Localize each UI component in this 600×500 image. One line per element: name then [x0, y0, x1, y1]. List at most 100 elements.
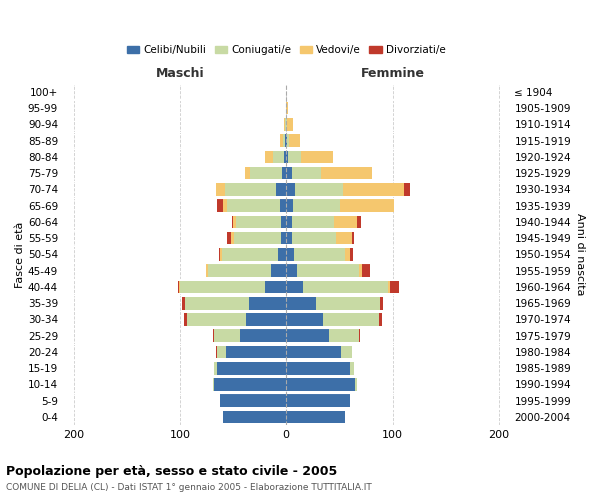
Bar — [286, 280, 303, 293]
Bar — [217, 362, 286, 374]
Bar — [391, 280, 399, 293]
Bar — [182, 297, 185, 310]
Bar — [287, 118, 293, 130]
Bar — [217, 346, 226, 358]
Bar — [334, 216, 358, 228]
Bar — [223, 200, 227, 212]
Bar — [352, 232, 354, 244]
Bar — [282, 167, 286, 179]
Bar — [234, 232, 281, 244]
Bar — [226, 346, 286, 358]
Text: Maschi: Maschi — [155, 68, 204, 80]
Bar — [350, 362, 354, 374]
Y-axis label: Fasce di età: Fasce di età — [15, 221, 25, 288]
Bar — [358, 216, 361, 228]
Bar — [286, 150, 289, 163]
Text: COMUNE DI DELIA (CL) - Dati ISTAT 1° gennaio 2005 - Elaborazione TUTTITALIA.IT: COMUNE DI DELIA (CL) - Dati ISTAT 1° gen… — [6, 484, 372, 492]
Bar — [217, 200, 223, 212]
Bar — [286, 378, 355, 391]
Bar — [280, 134, 283, 147]
Bar — [233, 216, 236, 228]
Bar — [292, 216, 334, 228]
Bar — [227, 232, 231, 244]
Bar — [303, 280, 388, 293]
Bar — [286, 264, 297, 277]
Bar — [289, 150, 301, 163]
Bar — [359, 264, 362, 277]
Y-axis label: Anni di nascita: Anni di nascita — [575, 213, 585, 296]
Bar — [286, 200, 293, 212]
Bar — [286, 346, 341, 358]
Bar — [231, 232, 234, 244]
Bar — [380, 297, 383, 310]
Bar — [286, 167, 292, 179]
Bar — [214, 378, 286, 391]
Bar — [286, 216, 292, 228]
Bar — [249, 297, 286, 310]
Bar — [286, 118, 287, 130]
Bar — [295, 183, 343, 196]
Bar — [265, 280, 286, 293]
Bar — [281, 216, 286, 228]
Bar — [224, 183, 275, 196]
Bar — [329, 330, 359, 342]
Text: Popolazione per età, sesso e stato civile - 2005: Popolazione per età, sesso e stato civil… — [6, 464, 337, 477]
Bar — [286, 362, 350, 374]
Bar — [245, 167, 250, 179]
Bar — [286, 330, 329, 342]
Bar — [283, 134, 285, 147]
Bar — [341, 346, 352, 358]
Bar — [293, 200, 340, 212]
Bar — [286, 248, 293, 261]
Legend: Celibi/Nubili, Coniugati/e, Vedovi/e, Divorziati/e: Celibi/Nubili, Coniugati/e, Vedovi/e, Di… — [122, 41, 450, 60]
Bar — [289, 134, 300, 147]
Bar — [336, 232, 352, 244]
Bar — [388, 280, 391, 293]
Bar — [323, 313, 379, 326]
Bar — [179, 280, 180, 293]
Bar — [271, 264, 286, 277]
Bar — [286, 297, 316, 310]
Bar — [274, 150, 284, 163]
Bar — [292, 232, 336, 244]
Bar — [220, 248, 223, 261]
Bar — [286, 232, 292, 244]
Bar — [220, 394, 286, 407]
Bar — [281, 232, 286, 244]
Bar — [227, 200, 280, 212]
Bar — [250, 167, 282, 179]
Bar — [355, 378, 358, 391]
Bar — [213, 330, 214, 342]
Bar — [213, 378, 214, 391]
Bar — [216, 183, 224, 196]
Bar — [286, 394, 350, 407]
Bar — [285, 134, 286, 147]
Bar — [185, 297, 249, 310]
Bar — [284, 118, 285, 130]
Bar — [286, 134, 287, 147]
Bar — [287, 134, 289, 147]
Bar — [223, 410, 286, 424]
Bar — [301, 150, 333, 163]
Bar — [278, 248, 286, 261]
Bar — [286, 313, 323, 326]
Bar — [223, 248, 278, 261]
Bar — [344, 248, 350, 261]
Bar — [246, 313, 286, 326]
Bar — [286, 183, 295, 196]
Bar — [292, 167, 321, 179]
Bar — [286, 410, 344, 424]
Bar — [284, 150, 286, 163]
Bar — [232, 216, 233, 228]
Bar — [275, 183, 286, 196]
Bar — [265, 150, 274, 163]
Bar — [236, 216, 281, 228]
Bar — [280, 200, 286, 212]
Bar — [350, 248, 353, 261]
Bar — [216, 346, 217, 358]
Bar — [187, 313, 246, 326]
Bar — [214, 362, 217, 374]
Bar — [178, 280, 179, 293]
Bar — [206, 264, 208, 277]
Bar — [208, 264, 271, 277]
